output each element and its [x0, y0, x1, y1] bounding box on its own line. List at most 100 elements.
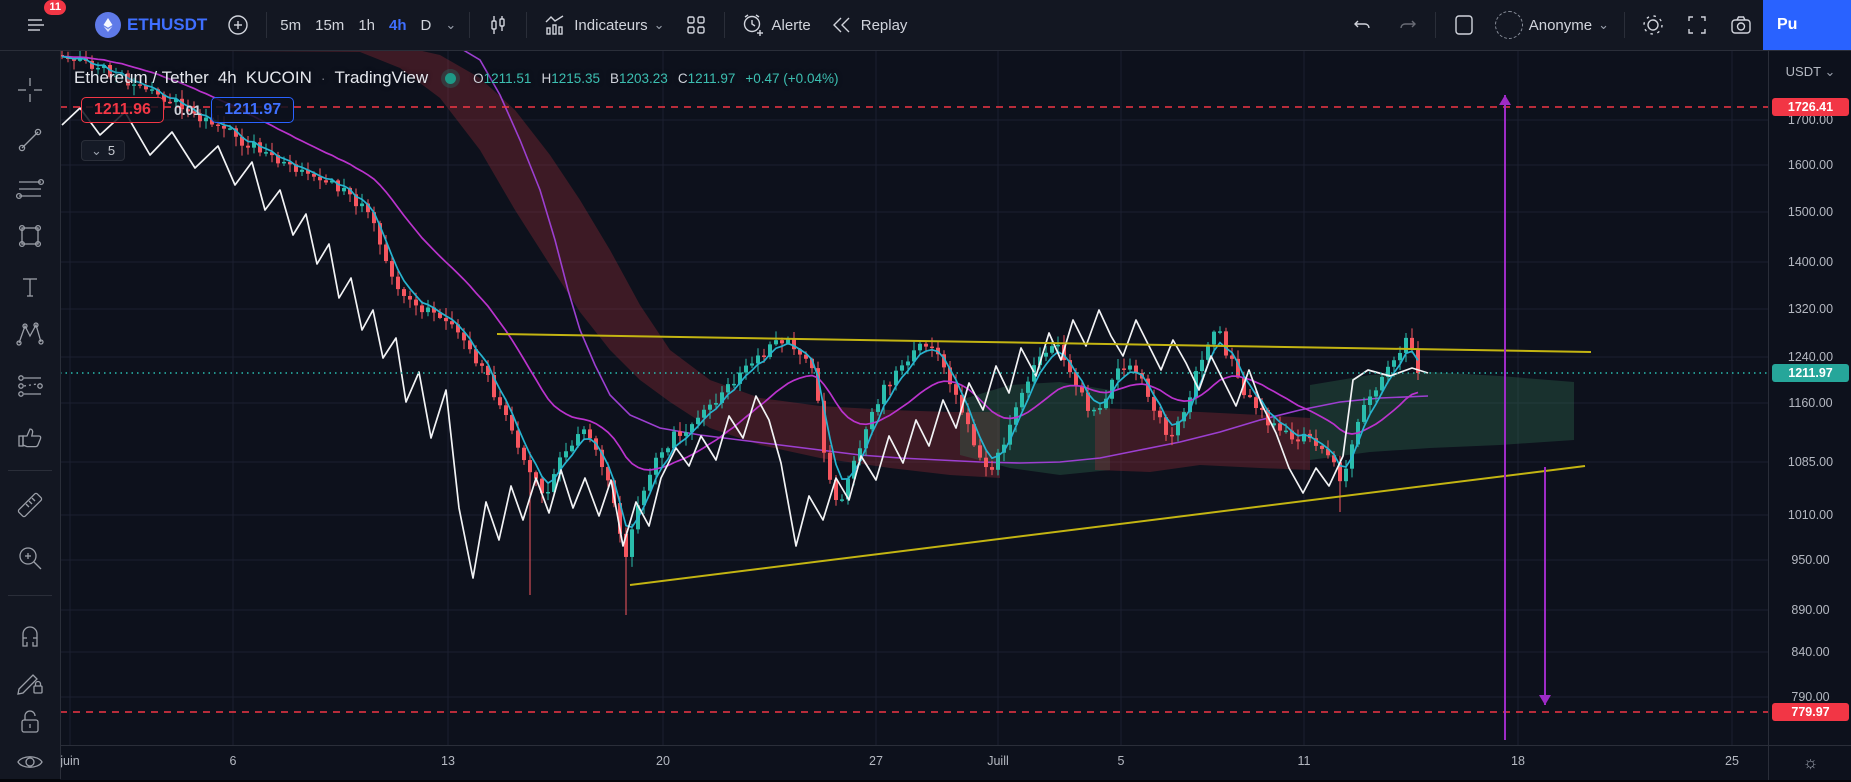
toolbar-separator — [469, 12, 471, 38]
redo-icon — [1400, 20, 1416, 29]
trend-line-tool[interactable] — [15, 125, 45, 155]
price-tick: 1400.00 — [1787, 255, 1834, 269]
price-axis-currency-toggle[interactable]: USDT ⌄ — [1769, 64, 1851, 79]
price-tick: 950.00 — [1791, 553, 1830, 567]
anonymous-avatar-icon — [1494, 11, 1523, 39]
indicators-label: Indicateurs — [574, 16, 648, 34]
zoom-in-tool[interactable] — [15, 543, 45, 573]
ohlc-values: O1211.51 H1215.35 B1203.23 C1211.97 +0.4… — [473, 71, 838, 86]
chart-style-button[interactable] — [476, 6, 520, 44]
redo-button[interactable] — [1385, 6, 1429, 44]
time-tick: 20 — [656, 754, 670, 768]
replay-button[interactable]: Replay — [820, 6, 917, 44]
layout-select-button[interactable] — [1442, 6, 1486, 44]
close-value: 1211.97 — [687, 70, 736, 86]
timeframe-4h[interactable]: 4h — [389, 16, 407, 34]
indicators-button[interactable]: Indicateurs ⌄ — [533, 6, 673, 44]
timeframe-menu-chevron[interactable]: ⌄ — [438, 6, 463, 44]
fullscreen-button[interactable] — [1675, 6, 1719, 44]
hide-all-tool[interactable] — [15, 747, 45, 777]
screenshot-button[interactable] — [1719, 6, 1763, 44]
timeframe-15m[interactable]: 15m — [315, 16, 345, 34]
fib-retracement-tool[interactable] — [15, 174, 45, 204]
chevron-down-icon: ⌄ — [653, 17, 665, 32]
indicators-icon — [545, 15, 564, 35]
timeframe-1h[interactable]: 1h — [358, 16, 375, 34]
sidebar-divider — [8, 470, 52, 471]
forecast-tool[interactable] — [15, 370, 45, 400]
time-tick: juin — [60, 754, 80, 768]
timeframe-1d[interactable]: D — [420, 16, 432, 34]
time-tick: 27 — [869, 754, 883, 768]
indicators-collapse-toggle[interactable]: ⌄ 5 — [81, 140, 126, 161]
price-tick: 1700.00 — [1787, 113, 1834, 127]
text-tool[interactable] — [15, 272, 45, 302]
price-chart-canvas[interactable] — [60, 50, 1768, 745]
fullscreen-icon — [1688, 16, 1706, 34]
separator-dot-icon: · — [320, 70, 326, 86]
crosshair-tool[interactable] — [15, 75, 45, 105]
time-tick: Juill — [987, 754, 1009, 768]
drawing-lock-tool[interactable] — [15, 667, 45, 697]
chart-panel[interactable]: Ethereum / Tether 4h KUCOIN · TradingVie… — [60, 50, 1768, 745]
toolbar-separator — [723, 12, 725, 38]
last-price-badge: 1211.97 — [1772, 364, 1849, 382]
time-tick: 18 — [1511, 754, 1525, 768]
time-tick: 25 — [1725, 754, 1739, 768]
price-axis[interactable]: USDT ⌄ 1700.00 1600.00 1500.00 1400.00 1320.… — [1768, 50, 1851, 745]
alarm-clock-icon — [743, 14, 763, 36]
magnet-tool[interactable] — [15, 625, 45, 655]
settings-button[interactable] — [1631, 6, 1675, 44]
undo-button[interactable] — [1341, 6, 1385, 44]
candlestick-icon — [491, 16, 505, 34]
replay-label: Replay — [860, 16, 908, 34]
low-value: 1203.23 — [619, 70, 668, 86]
time-tick: 11 — [1297, 754, 1311, 768]
bid-ask-row: 1211.96 0.01 1211.97 — [81, 97, 295, 123]
change-value: +0.47 (+0.04%) — [745, 70, 839, 86]
time-tick: 6 — [229, 754, 237, 768]
ruler-tool[interactable] — [15, 490, 45, 520]
toolbar-separator — [526, 12, 528, 38]
price-tick: 890.00 — [1791, 603, 1830, 617]
price-tick: 1085.00 — [1787, 455, 1834, 469]
chevron-down-icon: ⌄ — [445, 17, 457, 32]
toolbar-separator — [1434, 12, 1436, 38]
currency-label: USDT — [1785, 64, 1821, 79]
chart-legend[interactable]: Ethereum / Tether 4h KUCOIN · TradingVie… — [74, 68, 838, 88]
market-status-dot-icon — [445, 72, 457, 84]
symbol-button[interactable]: ETHUSDT — [86, 6, 216, 44]
ethereum-logo-icon — [95, 12, 121, 38]
chevron-down-icon: ⌄ — [91, 142, 102, 158]
alert-button[interactable]: Alerte — [731, 6, 820, 44]
toolbar-right-group: Anonyme ⌄ Pu — [1341, 0, 1851, 50]
plus-circle-icon — [228, 15, 248, 35]
price-tick: 1240.00 — [1787, 350, 1834, 364]
alert-price-badge: 779.97 — [1772, 703, 1849, 721]
timeframe-5m[interactable]: 5m — [280, 16, 302, 34]
single-layout-icon — [1455, 15, 1473, 35]
thumb-up-tool[interactable] — [15, 422, 45, 452]
user-label: Anonyme — [1528, 16, 1593, 34]
xabcd-pattern-tool[interactable] — [15, 319, 45, 349]
grid-layout-icon — [686, 16, 705, 34]
user-account-button[interactable]: Anonyme ⌄ — [1486, 6, 1618, 44]
axis-settings-corner[interactable]: ☼ — [1768, 745, 1851, 780]
geometric-shapes-tool[interactable] — [15, 221, 45, 251]
time-axis[interactable]: juin 6 13 20 27 Juill 5 11 18 25 — [60, 745, 1768, 780]
sell-price-button[interactable]: 1211.96 — [81, 97, 164, 123]
price-tick: 1010.00 — [1787, 508, 1834, 522]
price-tick: 1160.00 — [1788, 396, 1833, 410]
publish-button[interactable]: Pu — [1763, 0, 1851, 50]
lock-all-tool[interactable] — [15, 707, 45, 737]
drawing-toolbar — [0, 50, 61, 779]
symbol-search-add-button[interactable] — [216, 6, 260, 44]
legend-vendor: TradingView — [334, 68, 429, 87]
chevron-down-icon: ⌄ — [1824, 64, 1836, 79]
legend-interval: 4h — [217, 68, 237, 87]
low-label: B1203.23 — [610, 70, 668, 86]
main-menu-button[interactable]: 11 — [14, 0, 66, 44]
templates-grid-button[interactable] — [674, 6, 718, 44]
buy-price-button[interactable]: 1211.97 — [211, 97, 295, 123]
